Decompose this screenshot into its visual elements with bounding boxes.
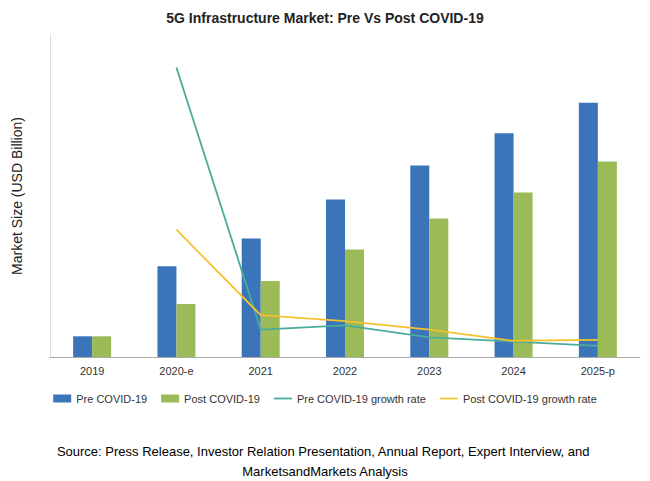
- svg-text:Pre COVID-19: Pre COVID-19: [76, 393, 147, 405]
- svg-text:2023: 2023: [417, 365, 441, 377]
- svg-text:2022: 2022: [333, 365, 357, 377]
- svg-text:Pre COVID-19 growth rate: Pre COVID-19 growth rate: [297, 393, 426, 405]
- svg-text:5G Infrastructure Market: Pre: 5G Infrastructure Market: Pre Vs Post CO…: [166, 10, 484, 26]
- svg-text:2025-p: 2025-p: [581, 365, 615, 377]
- svg-text:MarketsandMarkets Analysis: MarketsandMarkets Analysis: [242, 464, 408, 479]
- svg-text:Post COVID-19 growth rate: Post COVID-19 growth rate: [463, 393, 597, 405]
- svg-text:2020-e: 2020-e: [159, 365, 193, 377]
- svg-text:Source: Press Release, Investo: Source: Press Release, Investor Relation…: [57, 444, 593, 459]
- svg-text:2019: 2019: [80, 365, 104, 377]
- svg-text:2021: 2021: [248, 365, 272, 377]
- svg-text:Post COVID-19: Post COVID-19: [184, 393, 260, 405]
- svg-text:Market Size (USD Billion): Market Size (USD Billion): [9, 117, 25, 275]
- svg-text:2024: 2024: [501, 365, 525, 377]
